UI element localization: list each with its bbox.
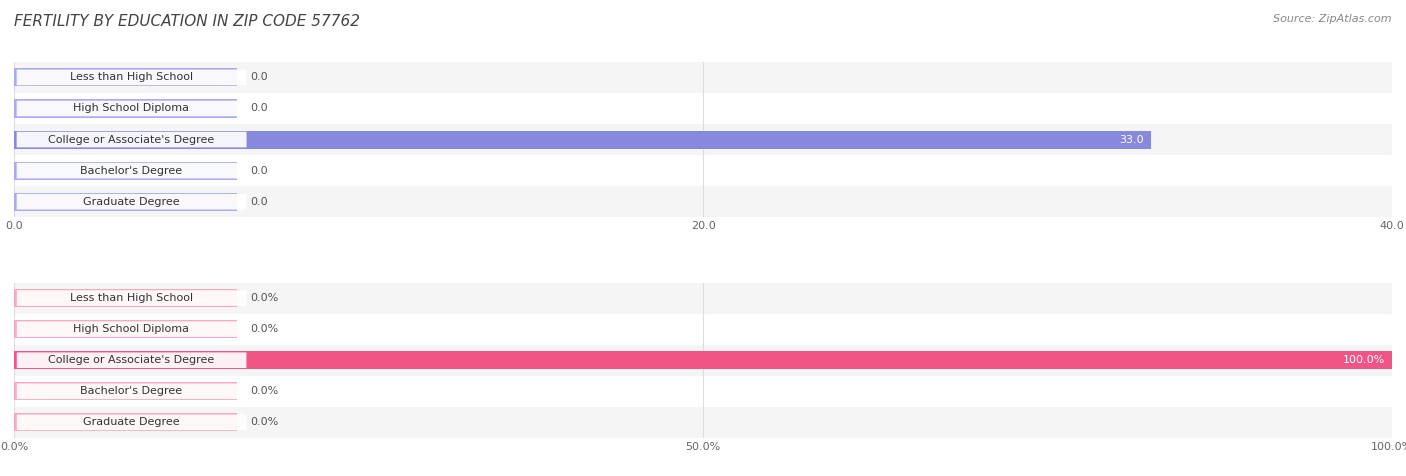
Bar bbox=[14, 314, 1392, 345]
Text: Less than High School: Less than High School bbox=[70, 72, 193, 82]
FancyBboxPatch shape bbox=[17, 194, 246, 209]
FancyBboxPatch shape bbox=[17, 415, 246, 430]
FancyBboxPatch shape bbox=[17, 163, 246, 178]
FancyBboxPatch shape bbox=[17, 101, 246, 116]
Text: Bachelor's Degree: Bachelor's Degree bbox=[80, 166, 183, 176]
Text: 0.0%: 0.0% bbox=[250, 387, 278, 397]
Text: 0.0: 0.0 bbox=[250, 197, 269, 207]
FancyBboxPatch shape bbox=[17, 69, 246, 85]
Text: College or Associate's Degree: College or Associate's Degree bbox=[48, 135, 214, 145]
Text: 100.0%: 100.0% bbox=[1343, 355, 1385, 365]
Bar bbox=[14, 376, 1392, 407]
Text: 33.0: 33.0 bbox=[1119, 135, 1144, 145]
Text: Less than High School: Less than High School bbox=[70, 293, 193, 303]
Text: Graduate Degree: Graduate Degree bbox=[83, 417, 180, 427]
Bar bbox=[14, 130, 1152, 149]
Text: 0.0%: 0.0% bbox=[250, 324, 278, 334]
FancyBboxPatch shape bbox=[17, 321, 246, 337]
Bar bbox=[14, 162, 236, 179]
Text: 0.0: 0.0 bbox=[250, 166, 269, 176]
Text: Bachelor's Degree: Bachelor's Degree bbox=[80, 387, 183, 397]
Text: High School Diploma: High School Diploma bbox=[73, 324, 190, 334]
Bar bbox=[14, 345, 1392, 376]
Bar bbox=[14, 413, 236, 431]
Bar bbox=[14, 69, 236, 87]
Bar bbox=[14, 155, 1392, 186]
Bar bbox=[14, 283, 1392, 314]
Bar bbox=[14, 186, 1392, 217]
Bar bbox=[14, 351, 1392, 369]
Bar bbox=[14, 99, 236, 118]
FancyBboxPatch shape bbox=[17, 290, 246, 306]
FancyBboxPatch shape bbox=[17, 352, 246, 368]
Text: 0.0%: 0.0% bbox=[250, 293, 278, 303]
Bar bbox=[14, 93, 1392, 124]
Bar bbox=[14, 289, 236, 307]
FancyBboxPatch shape bbox=[17, 384, 246, 399]
FancyBboxPatch shape bbox=[17, 132, 246, 148]
Bar bbox=[14, 382, 236, 400]
Text: Source: ZipAtlas.com: Source: ZipAtlas.com bbox=[1274, 14, 1392, 24]
Text: 0.0: 0.0 bbox=[250, 72, 269, 82]
Bar bbox=[14, 124, 1392, 155]
Bar bbox=[14, 62, 1392, 93]
Text: 0.0%: 0.0% bbox=[250, 417, 278, 427]
Text: Graduate Degree: Graduate Degree bbox=[83, 197, 180, 207]
Text: College or Associate's Degree: College or Associate's Degree bbox=[48, 355, 214, 365]
Text: 0.0: 0.0 bbox=[250, 103, 269, 113]
Bar bbox=[14, 407, 1392, 438]
Text: FERTILITY BY EDUCATION IN ZIP CODE 57762: FERTILITY BY EDUCATION IN ZIP CODE 57762 bbox=[14, 14, 360, 30]
Text: High School Diploma: High School Diploma bbox=[73, 103, 190, 113]
Bar bbox=[14, 320, 236, 338]
Bar bbox=[14, 193, 236, 211]
